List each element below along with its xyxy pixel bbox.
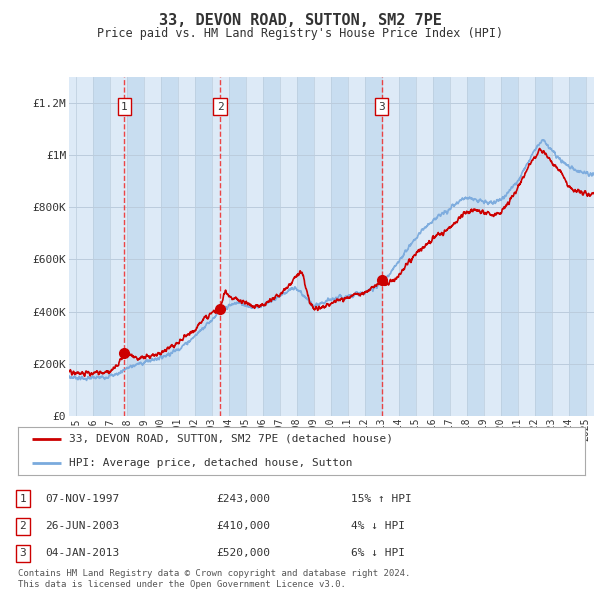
Bar — [500, 77, 518, 416]
Text: 3: 3 — [379, 101, 385, 112]
Bar — [93, 77, 110, 416]
Text: 33, DEVON ROAD, SUTTON, SM2 7PE: 33, DEVON ROAD, SUTTON, SM2 7PE — [158, 13, 442, 28]
Bar — [433, 77, 449, 416]
Text: £520,000: £520,000 — [216, 549, 270, 558]
Text: 4% ↓ HPI: 4% ↓ HPI — [351, 522, 405, 531]
Bar — [416, 77, 433, 416]
Bar — [551, 77, 569, 416]
Bar — [195, 77, 212, 416]
Bar — [347, 77, 365, 416]
Bar — [178, 77, 195, 416]
Text: 2: 2 — [19, 522, 26, 531]
Bar — [449, 77, 467, 416]
Text: 6% ↓ HPI: 6% ↓ HPI — [351, 549, 405, 558]
Text: 07-NOV-1997: 07-NOV-1997 — [45, 494, 119, 503]
Bar — [144, 77, 161, 416]
Bar — [245, 77, 263, 416]
Text: 33, DEVON ROAD, SUTTON, SM2 7PE (detached house): 33, DEVON ROAD, SUTTON, SM2 7PE (detache… — [69, 434, 393, 444]
Bar — [535, 77, 551, 416]
Text: 3: 3 — [19, 549, 26, 558]
Bar — [467, 77, 484, 416]
Text: 15% ↑ HPI: 15% ↑ HPI — [351, 494, 412, 503]
Bar — [365, 77, 382, 416]
Bar — [161, 77, 178, 416]
Bar — [331, 77, 347, 416]
Bar — [127, 77, 144, 416]
Bar — [518, 77, 535, 416]
Bar — [484, 77, 500, 416]
Text: Contains HM Land Registry data © Crown copyright and database right 2024.
This d: Contains HM Land Registry data © Crown c… — [18, 569, 410, 589]
Bar — [314, 77, 331, 416]
Bar — [110, 77, 127, 416]
Bar — [296, 77, 314, 416]
Text: Price paid vs. HM Land Registry's House Price Index (HPI): Price paid vs. HM Land Registry's House … — [97, 27, 503, 40]
Text: 2: 2 — [217, 101, 223, 112]
Bar — [76, 77, 93, 416]
Bar — [212, 77, 229, 416]
Bar — [569, 77, 586, 416]
Text: HPI: Average price, detached house, Sutton: HPI: Average price, detached house, Sutt… — [69, 458, 353, 468]
Text: £410,000: £410,000 — [216, 522, 270, 531]
Bar — [382, 77, 398, 416]
Bar — [586, 77, 600, 416]
Text: 1: 1 — [121, 101, 128, 112]
Bar — [229, 77, 245, 416]
Text: 1: 1 — [19, 494, 26, 503]
Text: 04-JAN-2013: 04-JAN-2013 — [45, 549, 119, 558]
Text: £243,000: £243,000 — [216, 494, 270, 503]
Bar — [280, 77, 296, 416]
Bar — [263, 77, 280, 416]
Text: 26-JUN-2003: 26-JUN-2003 — [45, 522, 119, 531]
Bar — [398, 77, 416, 416]
